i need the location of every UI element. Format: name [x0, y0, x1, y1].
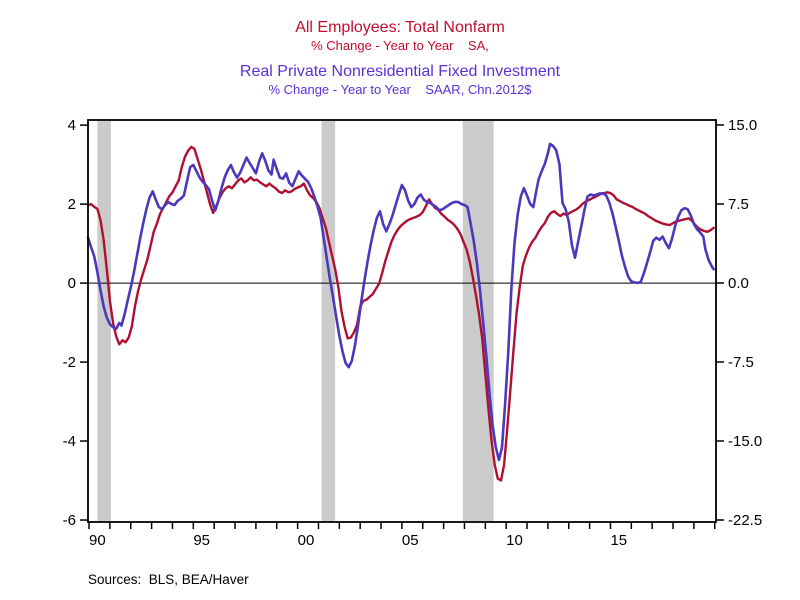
series1-subtitle: % Change - Year to Year SA, — [311, 38, 489, 53]
right-axis-tick-label: 15.0 — [728, 117, 757, 134]
right-axis-tick-label: 7.5 — [728, 196, 749, 213]
left-axis-tick-label: -6 — [63, 512, 76, 529]
sources-note: Sources: BLS, BEA/Haver — [88, 572, 249, 587]
plot-frame — [87, 119, 717, 523]
series2-title: Real Private Nonresidential Fixed Invest… — [239, 63, 561, 81]
x-axis-label: 00 — [298, 532, 315, 549]
x-axis-label: 90 — [89, 532, 106, 549]
series1-title: All Employees: Total Nonfarm — [295, 19, 505, 36]
series2-subtitle: % Change - Year to Year SAAR, Chn.2012$ — [268, 82, 532, 98]
x-axis-label: 95 — [193, 532, 210, 549]
right-axis-tick-label: -22.5 — [728, 512, 762, 529]
series-line-investment — [86, 142, 716, 462]
series-line-employment — [86, 145, 715, 482]
right-axis-tick-label: -15.0 — [728, 433, 762, 450]
left-axis-tick-label: -4 — [63, 433, 76, 450]
x-axis-label: 10 — [506, 532, 523, 549]
left-axis-tick-label: -2 — [63, 354, 76, 371]
title-block: All Employees: Total Nonfarm % Change - … — [0, 18, 800, 99]
left-axis-tick-label: 4 — [68, 117, 76, 134]
left-axis-tick-label: 2 — [68, 196, 76, 213]
x-axis-label: 05 — [402, 532, 419, 549]
right-axis-tick-label: -7.5 — [728, 354, 754, 371]
recession-band — [321, 121, 336, 521]
recession-band — [462, 121, 494, 521]
right-axis-tick-label: 0.0 — [728, 275, 749, 292]
x-axis-label: 15 — [610, 532, 627, 549]
left-axis-tick-label: 0 — [68, 275, 76, 292]
